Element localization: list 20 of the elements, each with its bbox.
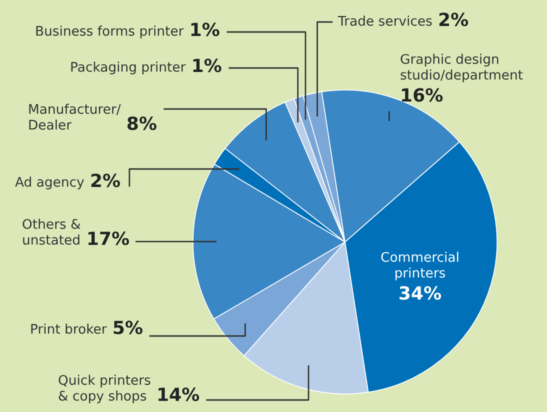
data-label: 1%	[193, 58, 222, 72]
data-label: 1%	[191, 22, 220, 36]
data-label: 34%	[400, 286, 442, 300]
data-label: 16%	[402, 88, 443, 102]
slice-label: Business forms printer	[36, 26, 184, 38]
data-label: 17%	[88, 232, 130, 246]
slice-label: Commercial printers	[381, 252, 458, 280]
slice-label: Quick printers & copy shops	[58, 374, 150, 404]
slice-label: Packaging printer	[71, 62, 186, 74]
slice-label: Others & unstated	[22, 218, 80, 245]
slice-label: Ad agency	[15, 176, 84, 190]
data-label: 2%	[91, 174, 120, 188]
data-label: 5%	[114, 320, 142, 334]
slice-label: Print broker	[31, 324, 107, 334]
slice-label: Graphic design studio/department	[400, 54, 523, 82]
data-label: 8%	[127, 116, 156, 130]
slice-label: Trade services	[338, 16, 432, 26]
data-label: 2%	[439, 12, 468, 26]
data-label: 14%	[158, 388, 200, 402]
slice-label: Manufacturer/ Dealer	[29, 104, 121, 130]
